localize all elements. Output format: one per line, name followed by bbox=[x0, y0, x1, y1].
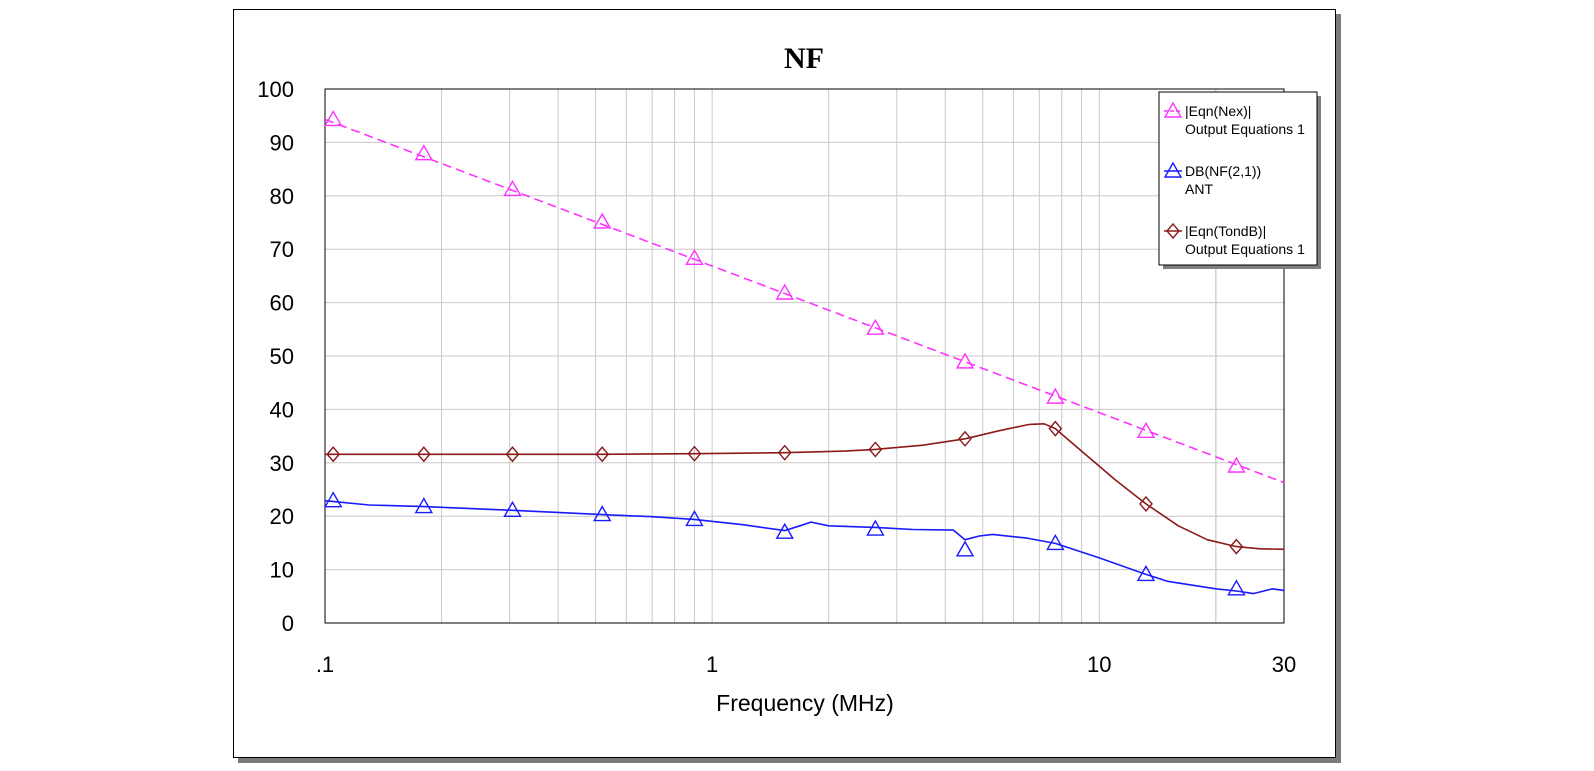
chart-svg: NF 0 10 20 30 40 50 60 70 80 90 100 .1 1 10 30 Freque… bbox=[257, 42, 1321, 716]
legend-series-name: |Eqn(TondB)| bbox=[1185, 223, 1266, 239]
data-point-tond bbox=[687, 445, 702, 462]
legend-marker bbox=[1163, 161, 1183, 178]
series-nex bbox=[323, 110, 1285, 484]
data-point-tond bbox=[326, 446, 341, 463]
y-tick-labels: 0 10 20 30 40 50 60 70 80 90 100 bbox=[257, 77, 294, 636]
data-point-ant bbox=[1227, 579, 1246, 596]
chart-frame: NF 0 10 20 30 40 50 60 70 80 90 100 .1 1 10 30 Freque… bbox=[233, 9, 1336, 758]
data-point-ant bbox=[955, 540, 975, 557]
data-point-tond bbox=[1229, 538, 1244, 555]
data-point-tond bbox=[1048, 420, 1063, 437]
data-point-tond bbox=[868, 441, 883, 458]
data-point-ant bbox=[323, 491, 343, 508]
data-point-ant bbox=[414, 497, 434, 514]
data-point-nex bbox=[503, 179, 522, 197]
legend-marker bbox=[1163, 101, 1183, 118]
y-tick-label: 100 bbox=[257, 77, 294, 102]
data-point-nex bbox=[955, 352, 975, 369]
y-tick-label: 0 bbox=[282, 611, 294, 636]
chart-title: NF bbox=[784, 42, 824, 75]
data-point-nex bbox=[685, 248, 704, 265]
y-tick-label: 90 bbox=[270, 130, 294, 155]
y-tick-label: 60 bbox=[270, 291, 294, 316]
data-point-tond bbox=[777, 444, 792, 461]
legend-series-source: Output Equations 1 bbox=[1185, 121, 1305, 137]
data-point-nex bbox=[414, 144, 434, 161]
legend-series-source: Output Equations 1 bbox=[1185, 241, 1305, 257]
x-tick-label: .1 bbox=[316, 652, 334, 677]
legend-marker bbox=[1166, 222, 1180, 240]
y-tick-label: 40 bbox=[270, 397, 294, 422]
data-point-nex bbox=[866, 318, 885, 335]
x-tick-label: 30 bbox=[1272, 652, 1296, 677]
data-point-nex bbox=[592, 212, 612, 229]
data-point-nex bbox=[1227, 456, 1246, 473]
x-axis-label: Frequency (MHz) bbox=[716, 690, 894, 716]
x-tick-label: 10 bbox=[1087, 652, 1111, 677]
legend-item-tond: |Eqn(TondB)| Output Equations 1 bbox=[1164, 222, 1305, 257]
legend-series-name: |Eqn(Nex)| bbox=[1185, 103, 1251, 119]
data-point-tond bbox=[1139, 495, 1153, 512]
data-point-ant bbox=[775, 522, 794, 539]
data-point-tond bbox=[416, 446, 431, 463]
series-line-tond bbox=[325, 422, 1285, 551]
legend-box bbox=[1158, 91, 1318, 266]
data-point-ant bbox=[1136, 564, 1156, 582]
data-point-ant bbox=[866, 519, 885, 536]
data-point-tond bbox=[505, 446, 520, 463]
y-tick-label: 30 bbox=[270, 451, 294, 476]
data-point-nex bbox=[323, 110, 343, 127]
series-line-nex bbox=[324, 118, 1285, 484]
y-tick-label: 80 bbox=[270, 184, 294, 209]
x-tick-labels: .1 1 10 30 bbox=[316, 652, 1296, 677]
legend-item-ant: DB(NF(2,1)) ANT bbox=[1163, 161, 1261, 197]
data-point-ant bbox=[503, 500, 522, 518]
data-point-ant bbox=[1046, 534, 1065, 551]
y-tick-label: 10 bbox=[270, 558, 294, 583]
legend-item-nex: |Eqn(Nex)| Output Equations 1 bbox=[1163, 101, 1305, 137]
y-tick-label: 50 bbox=[270, 344, 294, 369]
x-tick-label: 1 bbox=[706, 652, 718, 677]
data-point-nex bbox=[1046, 387, 1065, 404]
legend-series-name: DB(NF(2,1)) bbox=[1185, 163, 1261, 179]
series-layer bbox=[323, 110, 1285, 596]
series-ant bbox=[323, 491, 1285, 596]
data-point-tond bbox=[958, 430, 972, 447]
data-point-ant bbox=[592, 505, 612, 522]
y-tick-label: 20 bbox=[270, 504, 294, 529]
data-point-nex bbox=[1136, 421, 1156, 438]
series-line-ant bbox=[324, 499, 1285, 595]
data-point-nex bbox=[775, 283, 794, 300]
chart-legend: |Eqn(Nex)| Output Equations 1 DB(NF(2,1)) A… bbox=[1158, 91, 1321, 269]
plot-area bbox=[324, 88, 1285, 624]
legend-series-source: ANT bbox=[1185, 181, 1213, 197]
y-tick-label: 70 bbox=[270, 237, 294, 262]
grid-lines bbox=[324, 88, 1285, 624]
data-point-ant bbox=[685, 509, 704, 527]
series-tond bbox=[325, 420, 1285, 555]
data-point-tond bbox=[595, 446, 610, 463]
